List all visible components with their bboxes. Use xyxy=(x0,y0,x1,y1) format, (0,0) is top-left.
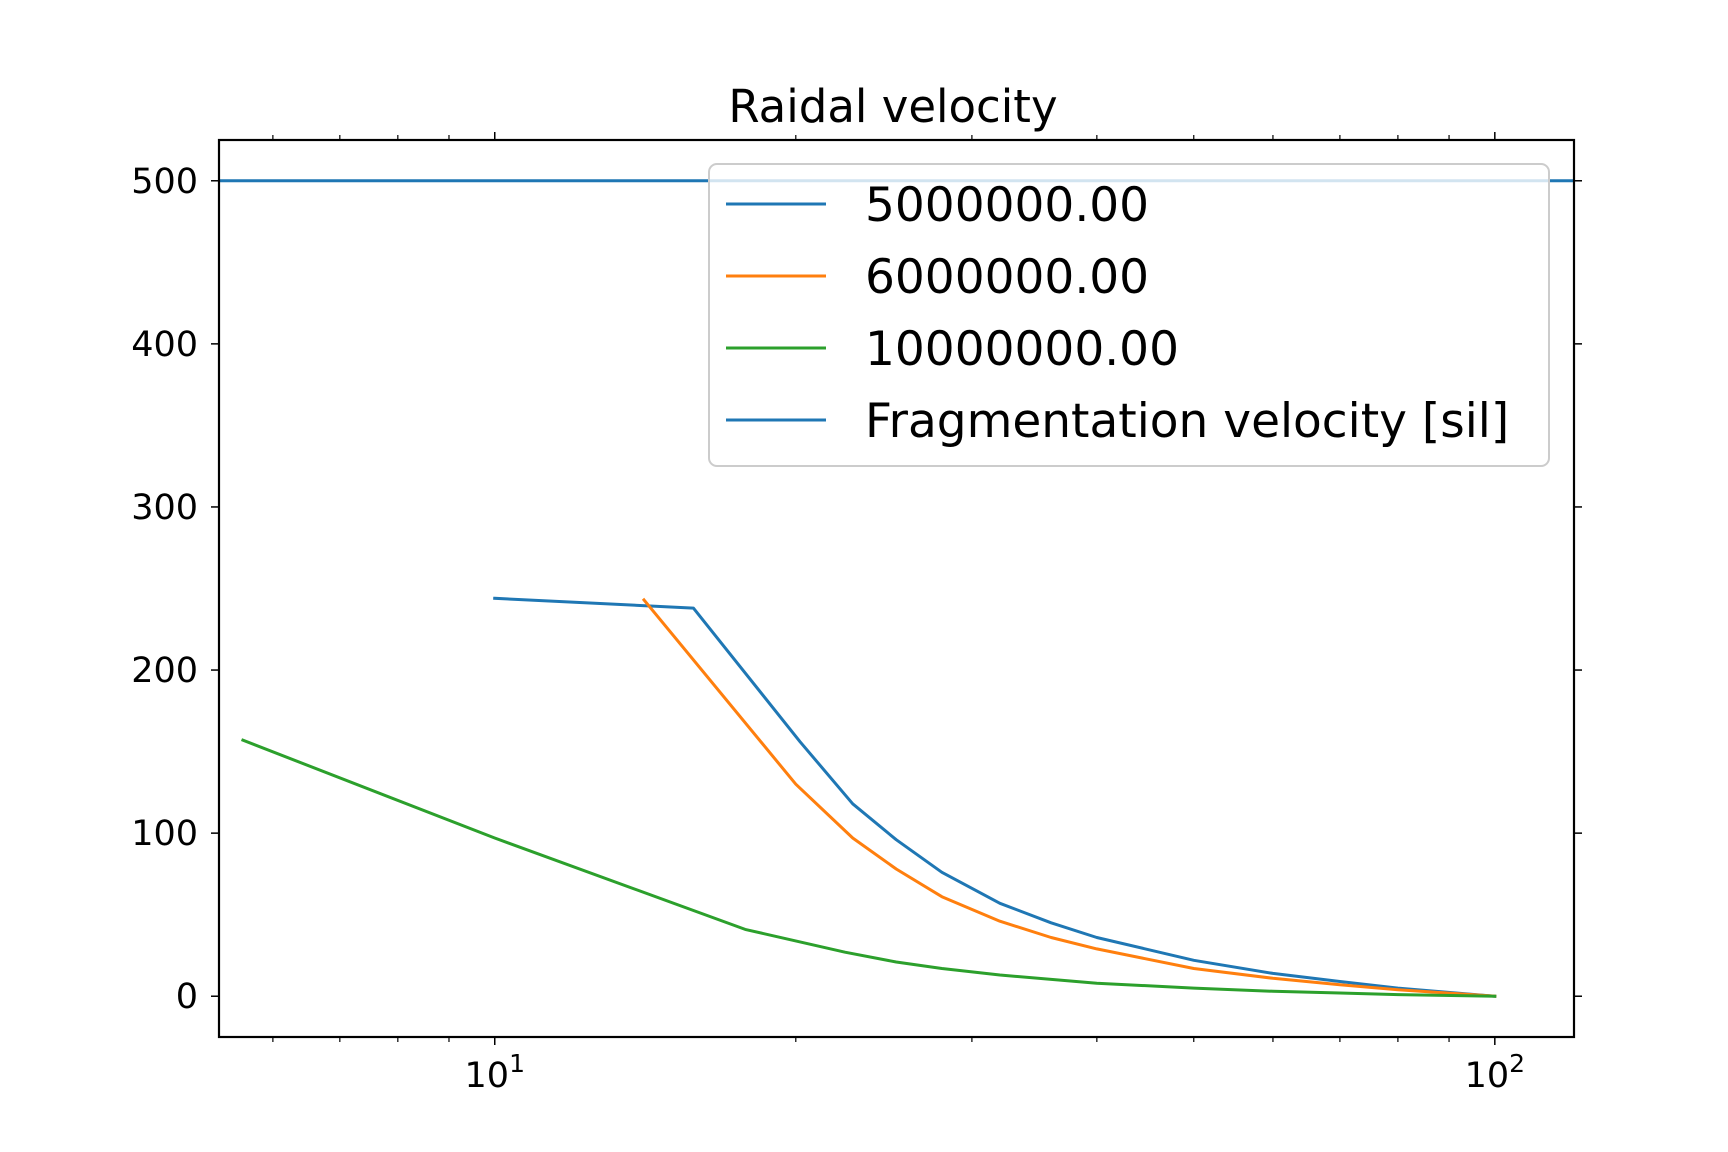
legend: 5000000.00 6000000.00 10000000.00 Fragmenta… xyxy=(708,163,1550,467)
chart-title: Raidal velocity xyxy=(728,80,1057,133)
y-tick-label: 300 xyxy=(131,488,198,528)
plot-frame xyxy=(217,138,1576,1039)
y-tick-label: 100 xyxy=(131,814,198,854)
series-line-10000000-00 xyxy=(240,738,1497,998)
x-tick-label-base: 10 xyxy=(1465,1056,1510,1096)
y-tick-label: 0 xyxy=(176,977,198,1017)
legend-label-6000000-00: 6000000.00 xyxy=(865,250,1149,305)
legend-label-fragmentation-velocity-sil: Fragmentation velocity [sil] xyxy=(865,394,1509,449)
series-line-6000000-00 xyxy=(641,597,1497,998)
series-line-5000000-00 xyxy=(493,596,1497,998)
x-tick-label: 101 xyxy=(465,1049,525,1096)
y-tick-label: 500 xyxy=(131,162,198,202)
x-tick-label-base: 10 xyxy=(465,1056,510,1096)
x-tick-label-exponent: 1 xyxy=(509,1049,525,1078)
legend-box xyxy=(708,163,1550,467)
legend-label-10000000-00: 10000000.00 xyxy=(865,322,1179,377)
y-tick-label: 400 xyxy=(131,325,198,365)
y-tick-label: 200 xyxy=(131,651,198,691)
x-tick-label-exponent: 2 xyxy=(1509,1049,1525,1078)
legend-label-5000000-00: 5000000.00 xyxy=(865,178,1149,233)
x-tick-label: 102 xyxy=(1465,1049,1525,1096)
x-major-ticks: 101 102 xyxy=(465,132,1525,1096)
y-ticks: 0 100 200 300 400 500 xyxy=(131,162,1582,1017)
